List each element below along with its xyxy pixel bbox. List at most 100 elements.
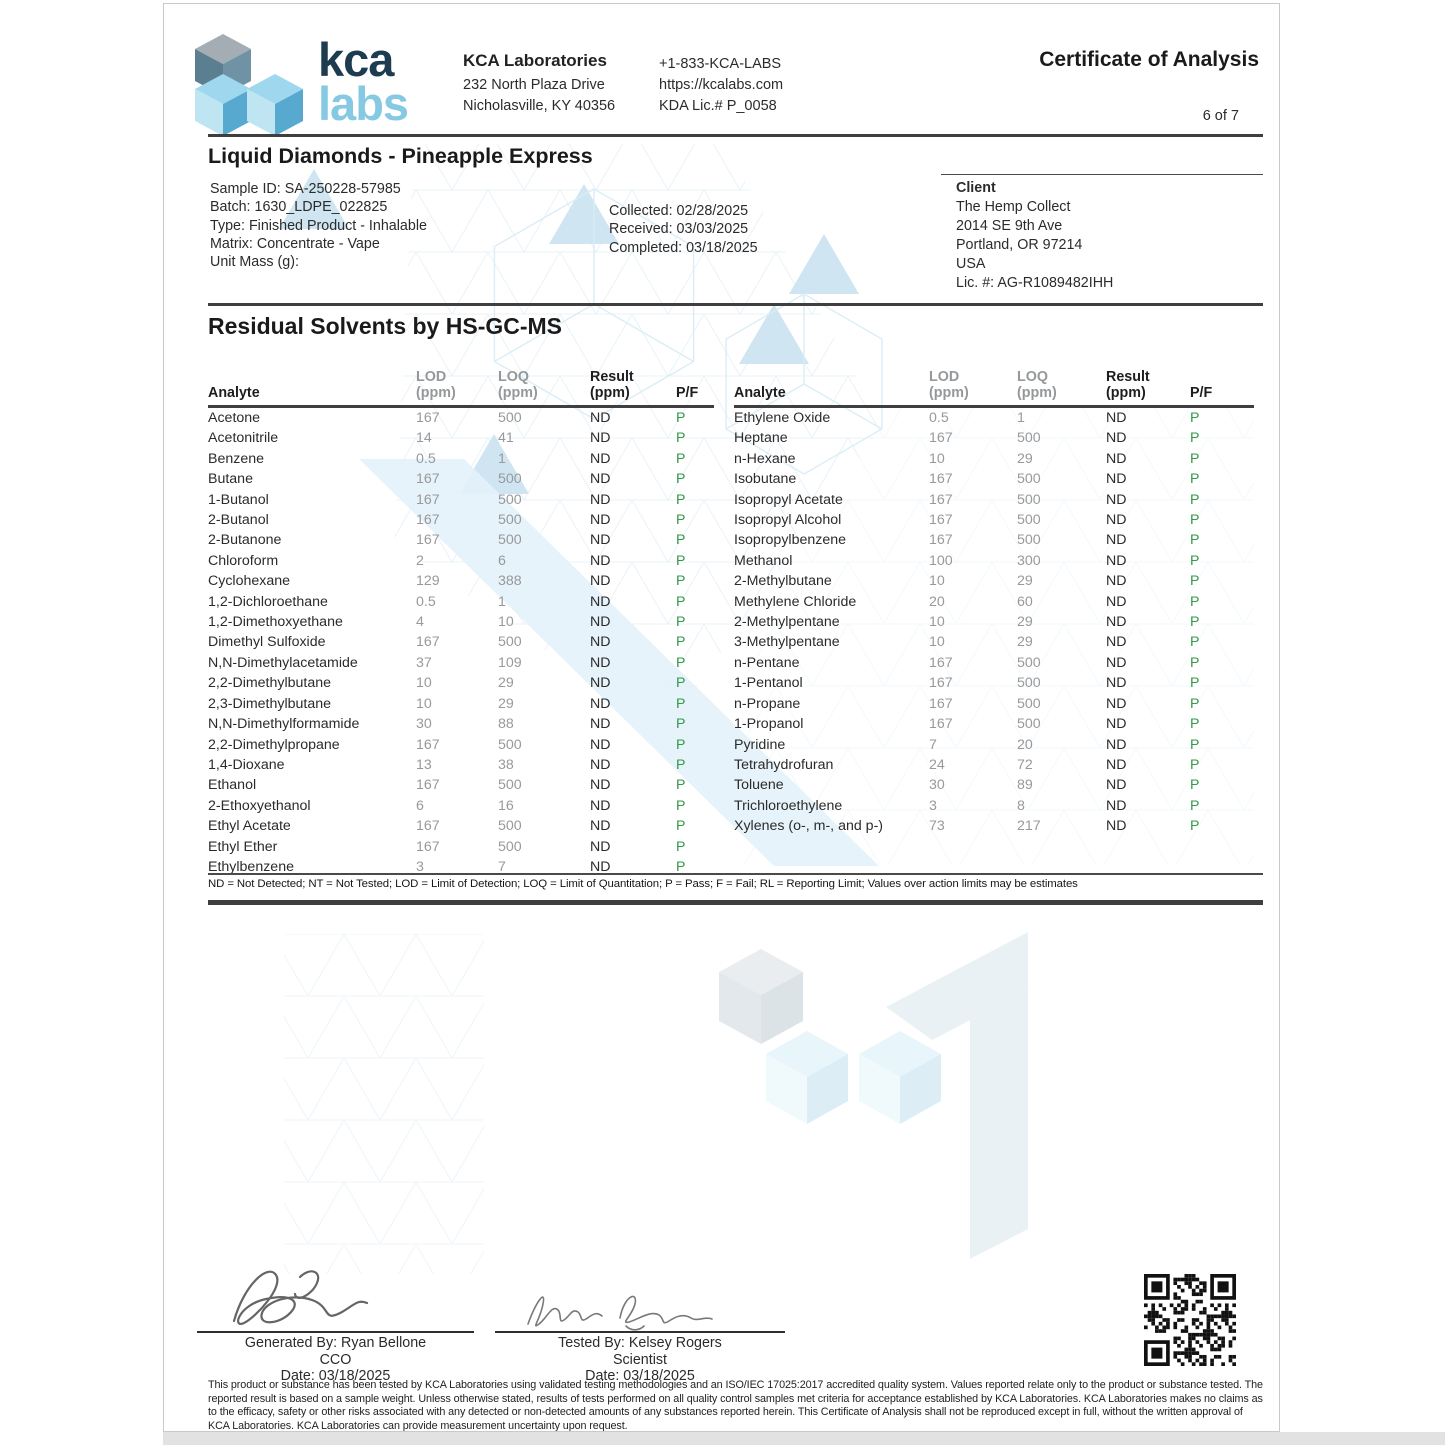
page-bottom-bar	[163, 1432, 1445, 1445]
lab-phone: +1-833-KCA-LABS	[659, 56, 782, 72]
cell-loq: 88	[498, 716, 514, 733]
client-country: USA	[956, 256, 986, 272]
cell-result: ND	[590, 654, 611, 671]
table-header-row: Analyte LOD (ppm) LOQ (ppm) Result (ppm) P/…	[208, 361, 714, 408]
cell-lod: 20	[929, 593, 945, 610]
cell-result: ND	[590, 573, 611, 590]
cell-lod: 167	[416, 512, 440, 529]
cell-pass-fail: P	[676, 654, 686, 671]
cell-pass-fail: P	[1190, 716, 1200, 733]
cell-analyte: 3-Methylpentane	[734, 634, 840, 651]
col-header-lod: LOD (ppm)	[929, 361, 1017, 408]
generated-by-signature-icon	[232, 1270, 369, 1326]
cell-analyte: Methylene Chloride	[734, 593, 857, 610]
cell-result: ND	[1106, 797, 1127, 814]
cell-loq: 500	[498, 471, 522, 488]
cell-result: ND	[590, 410, 611, 426]
cell-pass-fail: P	[676, 430, 686, 447]
generated-by-block: Generated By: Ryan Bellone CCO Date: 03/…	[197, 1335, 474, 1385]
cell-result: ND	[590, 593, 611, 610]
cell-lod: 3	[929, 797, 937, 814]
table-row: 3-Methylpentane 10 29 ND P	[734, 632, 1254, 652]
table-row: Toluene 30 89 ND P	[734, 775, 1254, 795]
cell-lod: 73	[929, 818, 945, 835]
cell-lod: 10	[416, 675, 432, 692]
cell-analyte: Acetonitrile	[208, 430, 279, 447]
cell-pass-fail: P	[676, 634, 686, 651]
cell-pass-fail: P	[676, 818, 686, 835]
cell-analyte: 1,2-Dimethoxyethane	[208, 614, 343, 631]
solvent-table-left: Analyte LOD (ppm) LOQ (ppm) Result (ppm) P/…	[208, 361, 714, 877]
tested-by-signature-icon	[527, 1295, 713, 1331]
cell-pass-fail: P	[676, 695, 686, 712]
sample-unit-mass: Unit Mass (g):	[210, 254, 299, 271]
sample-id: Sample ID: SA-250228-57985	[210, 181, 401, 197]
cell-result: ND	[1106, 430, 1127, 447]
cell-result: ND	[590, 716, 611, 733]
table-row: Xylenes (o-, m-, and p-) 73 217 ND P	[734, 816, 1254, 836]
cell-analyte: 2-Methylbutane	[734, 573, 832, 590]
sample-dates: Collected: 02/28/2025 Received: 03/03/20…	[609, 202, 758, 257]
table-header-row: Analyte LOD (ppm) LOQ (ppm) Result (ppm) P/…	[734, 361, 1254, 408]
cell-analyte: N,N-Dimethylacetamide	[208, 654, 358, 671]
cell-loq: 109	[498, 654, 522, 671]
cell-loq: 500	[498, 736, 522, 753]
cell-analyte: 2,3-Dimethylbutane	[208, 695, 332, 712]
table-row: Benzene 0.5 1 ND P	[208, 449, 714, 469]
table-row: Heptane 167 500 ND P	[734, 428, 1254, 448]
cell-lod: 167	[416, 777, 440, 794]
cell-result: ND	[1106, 573, 1127, 590]
cell-loq: 500	[498, 838, 522, 855]
cell-analyte: 1-Pentanol	[734, 675, 803, 692]
cell-result: ND	[590, 797, 611, 814]
cell-pass-fail: P	[1190, 756, 1200, 773]
solvent-table-right: Analyte LOD (ppm) LOQ (ppm) Result (ppm) P/…	[734, 361, 1254, 837]
col-header-pf: P/F	[676, 361, 714, 408]
kca-logo-cubes-icon	[195, 34, 303, 136]
cell-analyte: Dimethyl Sulfoxide	[208, 634, 326, 651]
cell-loq: 1	[498, 593, 506, 610]
table-row: n-Hexane 10 29 ND P	[734, 449, 1254, 469]
cell-lod: 14	[416, 430, 432, 447]
table-row: Ethyl Ether 167 500 ND P	[208, 837, 714, 857]
cell-loq: 29	[498, 675, 514, 692]
cell-analyte: N,N-Dimethylformamide	[208, 716, 360, 733]
cell-pass-fail: P	[1190, 593, 1200, 610]
lab-address-line1: 232 North Plaza Drive	[463, 77, 605, 93]
cell-analyte: Cyclohexane	[208, 573, 291, 590]
table-row: Isobutane 167 500 ND P	[734, 469, 1254, 489]
cell-result: ND	[1106, 552, 1127, 569]
cell-analyte: Ethylene Oxide	[734, 410, 831, 426]
cell-lod: 167	[416, 838, 440, 855]
signature-line	[197, 1331, 474, 1333]
cell-pass-fail: P	[676, 614, 686, 631]
table-row: Tetrahydrofuran 24 72 ND P	[734, 755, 1254, 775]
cell-loq: 16	[498, 797, 514, 814]
cell-pass-fail: P	[676, 838, 686, 855]
col-header-loq: LOQ (ppm)	[498, 361, 590, 408]
cell-pass-fail: P	[1190, 777, 1200, 794]
col-header-loq: LOQ (ppm)	[1017, 361, 1106, 408]
cell-result: ND	[590, 450, 611, 467]
cell-result: ND	[1106, 777, 1127, 794]
cell-analyte: Heptane	[734, 430, 788, 447]
cell-pass-fail: P	[676, 675, 686, 692]
table-row: Trichloroethylene 3 8 ND P	[734, 796, 1254, 816]
cell-lod: 30	[416, 716, 432, 733]
disclaimer-text: This product or substance has been teste…	[208, 1379, 1263, 1432]
cell-analyte: Isopropyl Alcohol	[734, 512, 842, 529]
cell-lod: 167	[416, 532, 440, 549]
solvent-table-left-body: Acetone 167 500 ND P Acetonitrile 14 41 ND P Benze…	[208, 407, 714, 878]
cell-pass-fail: P	[676, 797, 686, 814]
cell-lod: 37	[416, 654, 432, 671]
table-row: Acetone 167 500 ND P	[208, 407, 714, 429]
cell-analyte: n-Propane	[734, 695, 801, 712]
cell-loq: 300	[1017, 552, 1041, 569]
table-row: 1-Butanol 167 500 ND P	[208, 490, 714, 510]
cell-result: ND	[1106, 695, 1127, 712]
cell-result: ND	[590, 818, 611, 835]
col-header-result: Result (ppm)	[590, 361, 676, 408]
table-row: Dimethyl Sulfoxide 167 500 ND P	[208, 632, 714, 652]
sample-type: Type: Finished Product - Inhalable	[210, 217, 427, 234]
